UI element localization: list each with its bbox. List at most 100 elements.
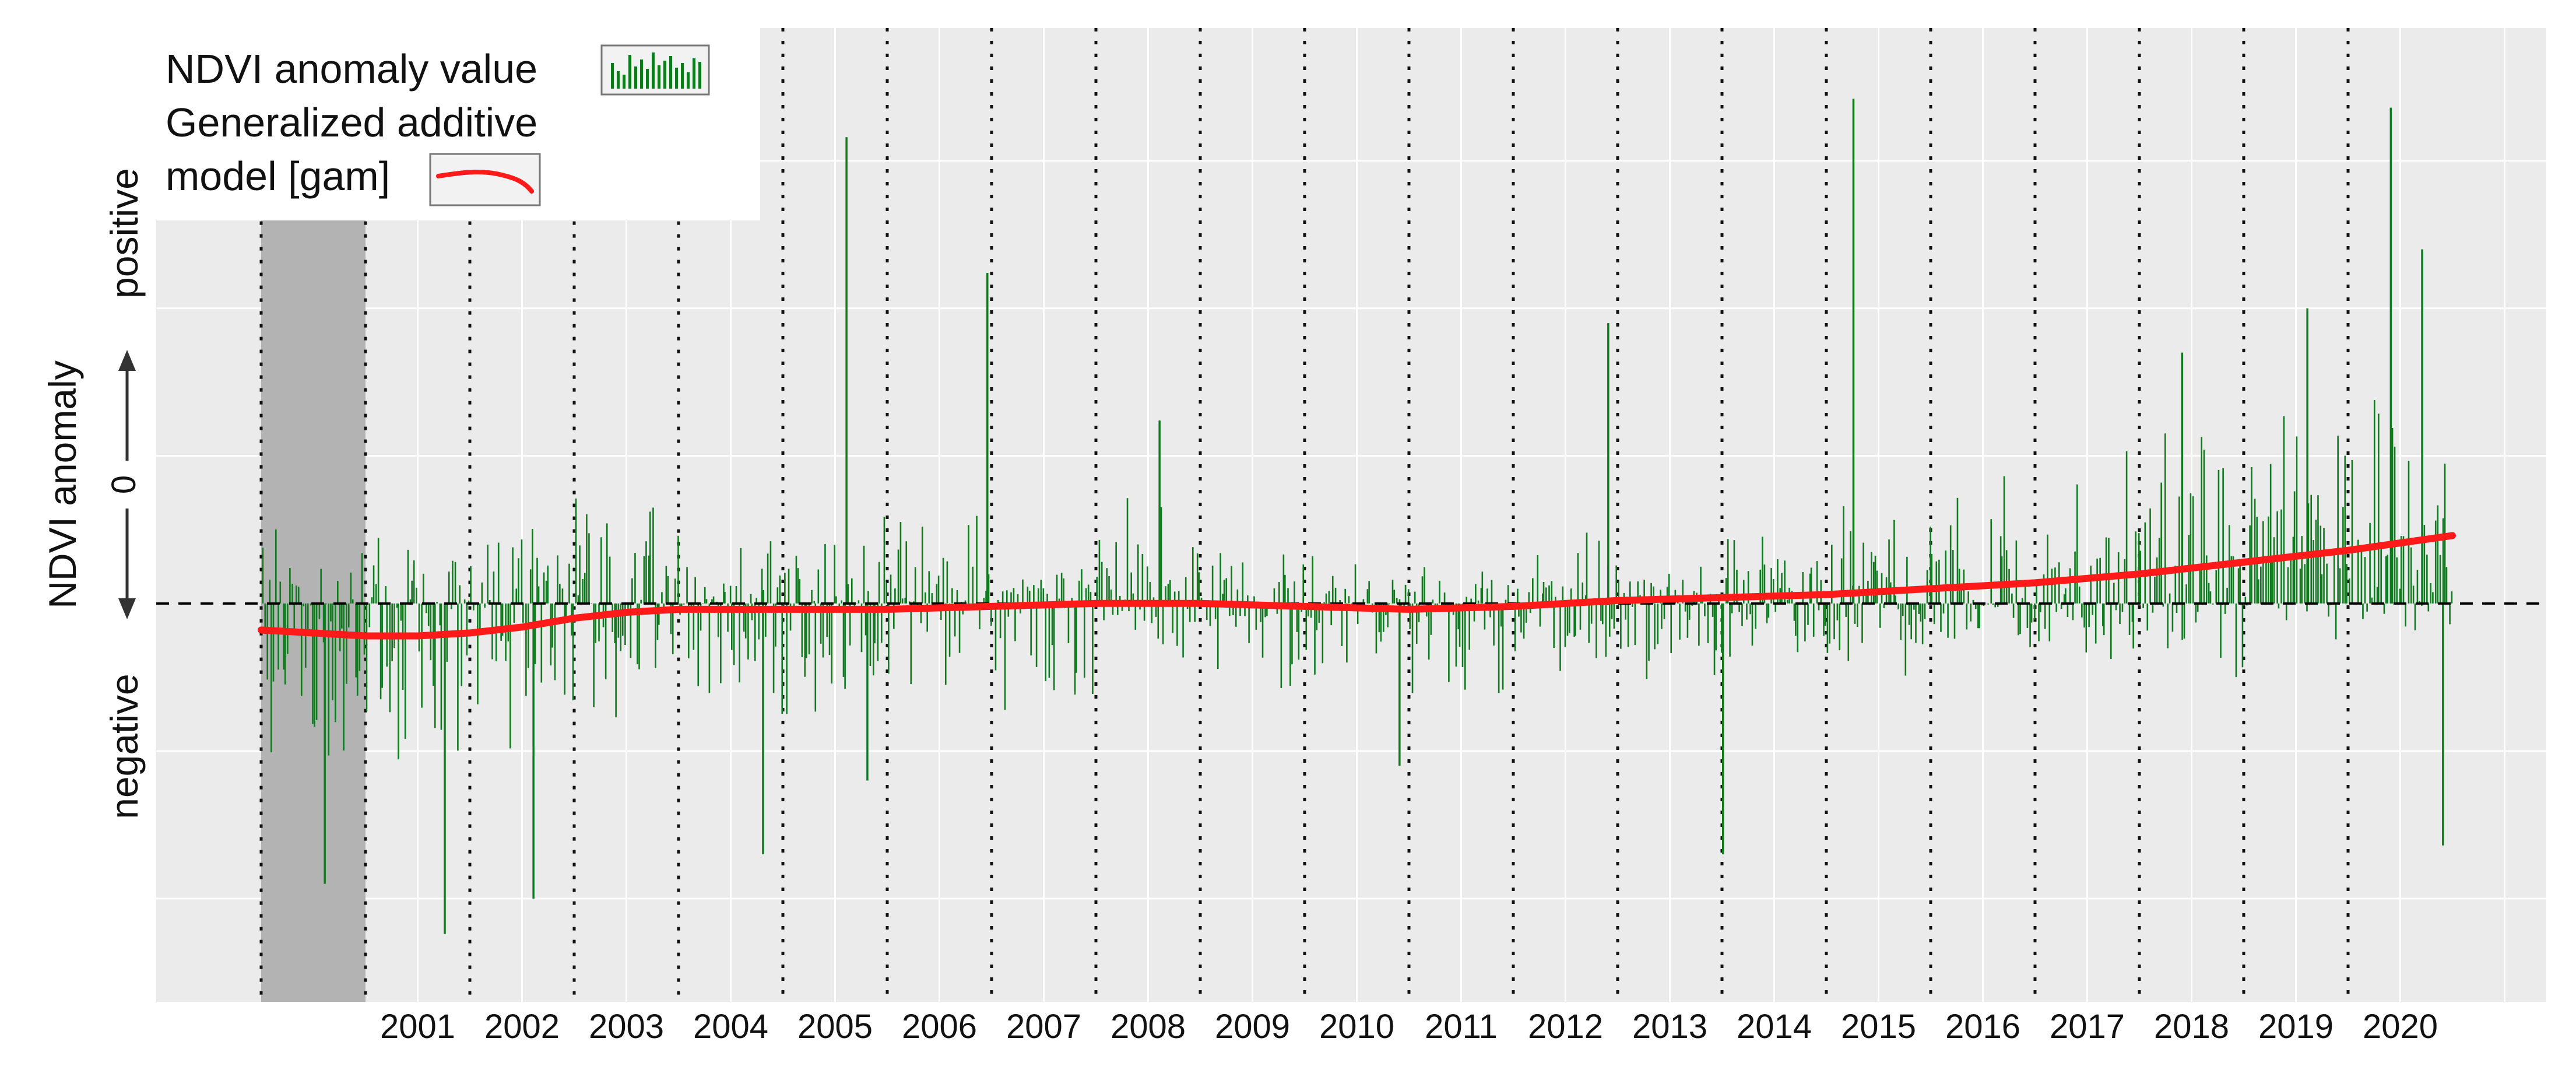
ndvi-bar xyxy=(928,571,930,604)
ndvi-bar xyxy=(1289,603,1291,686)
x-tick-label: 2017 xyxy=(2050,1008,2125,1046)
ndvi-bar xyxy=(1668,573,1670,604)
ndvi-bar xyxy=(656,603,659,640)
ndvi-bar xyxy=(324,603,326,884)
ndvi-bar xyxy=(2192,496,2194,604)
ndvi-bar xyxy=(2396,557,2398,604)
ndvi-bar xyxy=(1729,603,1731,657)
ndvi-bar xyxy=(2030,603,2033,623)
ndvi-bar xyxy=(2015,540,2018,604)
ndvi-bar xyxy=(1653,586,1654,604)
ndvi-bar xyxy=(2208,583,2210,604)
ndvi-bar xyxy=(1424,567,1425,604)
ndvi-bar xyxy=(2197,603,2199,612)
ndvi-bar xyxy=(687,603,690,659)
ndvi-bar xyxy=(1149,582,1151,604)
ndvi-bar xyxy=(1112,603,1114,615)
ndvi-bar xyxy=(1404,584,1407,604)
ndvi-bar xyxy=(2310,495,2313,604)
ndvi-bar xyxy=(2183,603,2185,639)
ndvi-bar xyxy=(2427,603,2430,612)
ndvi-bar xyxy=(421,603,423,708)
ndvi-bar xyxy=(366,603,368,711)
ndvi-bar xyxy=(2018,603,2019,636)
ndvi-bar xyxy=(2072,603,2074,620)
ndvi-bar xyxy=(1751,603,1753,646)
ndvi-bar xyxy=(1766,603,1768,623)
ndvi-bar xyxy=(1098,539,1101,604)
ndvi-bar xyxy=(2346,564,2347,604)
ndvi-bar xyxy=(1280,603,1282,688)
ndvi-bar xyxy=(1033,585,1035,604)
ndvi-bar xyxy=(901,598,904,604)
ndvi-bar xyxy=(655,603,656,668)
ndvi-bar xyxy=(2265,556,2267,604)
ndvi-anomaly-bars xyxy=(262,99,2453,934)
ndvi-bar xyxy=(457,603,459,751)
ndvi-bar xyxy=(1809,573,1811,604)
ndvi-bar xyxy=(946,561,948,604)
ndvi-bar xyxy=(2171,603,2174,632)
ndvi-bar xyxy=(1897,603,1899,610)
ndvi-bar xyxy=(615,603,617,718)
ndvi-bar xyxy=(1491,580,1493,604)
ndvi-bar xyxy=(1824,603,1826,626)
ndvi-bar xyxy=(1198,572,1200,604)
ndvi-bar xyxy=(1634,603,1636,646)
ndvi-bar xyxy=(1228,603,1231,616)
ndvi-bar xyxy=(1577,553,1579,604)
y-axis: 0 NDVI anomaly positive negative xyxy=(41,168,146,819)
legend-bar-mark xyxy=(687,72,690,89)
ndvi-bar xyxy=(697,603,700,686)
ndvi-bar xyxy=(1389,603,1390,605)
ndvi-bar xyxy=(1428,603,1430,660)
ndvi-bar xyxy=(320,569,322,604)
ndvi-bar xyxy=(739,603,740,683)
ndvi-bar xyxy=(1742,580,1745,604)
ndvi-bar xyxy=(1189,603,1191,622)
ndvi-bar xyxy=(579,545,581,604)
ndvi-bar xyxy=(434,603,436,728)
ndvi-bar xyxy=(1157,603,1159,639)
ndvi-bar xyxy=(1151,603,1153,623)
ndvi-bar xyxy=(1949,525,1952,604)
ndvi-bar xyxy=(363,603,366,655)
ndvi-bar xyxy=(813,601,816,604)
ndvi-bar xyxy=(881,603,883,643)
ndvi-bar xyxy=(652,507,654,604)
ndvi-bar xyxy=(1182,603,1184,658)
ndvi-bar xyxy=(1736,569,1738,604)
ndvi-bar xyxy=(525,603,527,696)
ndvi-bar xyxy=(1391,580,1394,604)
ndvi-bar xyxy=(513,603,515,623)
ndvi-bar xyxy=(1480,588,1482,604)
ndvi-bar xyxy=(371,597,373,604)
ndvi-bar xyxy=(1167,584,1169,604)
ndvi-bar xyxy=(2405,603,2406,627)
legend-bar-mark xyxy=(611,63,614,89)
ndvi-bar xyxy=(873,603,874,676)
ndvi-bar xyxy=(1629,581,1631,604)
ndvi-bar xyxy=(990,603,992,626)
ndvi-bar xyxy=(413,560,415,604)
ndvi-bar xyxy=(527,603,529,668)
ndvi-bar xyxy=(750,594,752,604)
ndvi-bar xyxy=(385,586,387,604)
ndvi-bar xyxy=(2076,484,2078,604)
ndvi-bar xyxy=(842,603,845,677)
ndvi-bar xyxy=(2078,586,2081,604)
ndvi-bar xyxy=(532,603,535,899)
ndvi-bar xyxy=(2154,577,2156,604)
ndvi-bar xyxy=(1888,539,1890,604)
x-tick-label: 2009 xyxy=(1215,1008,1290,1046)
ndvi-bar xyxy=(690,603,693,606)
ndvi-bar xyxy=(547,565,549,604)
ndvi-bar xyxy=(1520,603,1522,633)
legend-bar-mark xyxy=(693,58,695,89)
ndvi-bar xyxy=(545,580,547,604)
x-tick-label: 2008 xyxy=(1110,1008,1186,1046)
ndvi-bar xyxy=(2185,584,2187,604)
ndvi-bar xyxy=(1493,603,1495,646)
ndvi-bar xyxy=(600,537,602,604)
ndvi-bar xyxy=(920,603,922,623)
